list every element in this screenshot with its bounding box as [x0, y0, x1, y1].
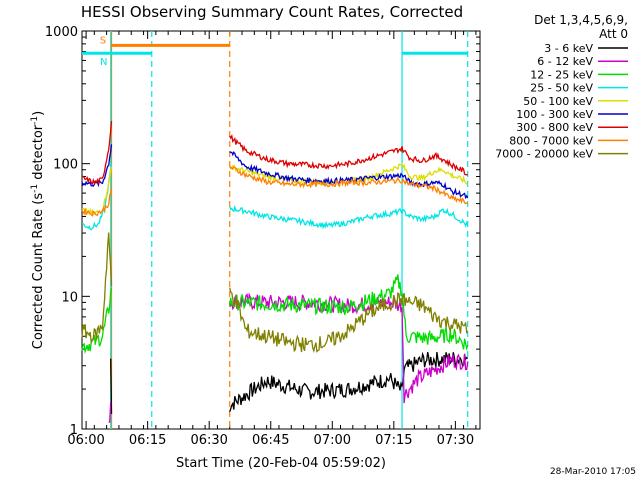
legend-label: 6 - 12 keV: [537, 55, 593, 68]
series-line: [229, 165, 469, 205]
data-series: [81, 120, 469, 424]
y-tick-label: 100: [53, 158, 78, 173]
y-tick-label: 1000: [45, 25, 78, 40]
y-tick-label: 1: [70, 423, 78, 438]
series-line: [81, 166, 113, 216]
series-line: [229, 204, 469, 230]
legend-label: 25 - 50 keV: [530, 82, 593, 95]
series-line: [229, 351, 469, 413]
series-line: [110, 358, 113, 414]
x-tick-label: 06:00: [67, 433, 104, 448]
plot-frame: [81, 30, 481, 430]
x-tick-label: 07:30: [437, 433, 474, 448]
legend-label: 50 - 100 keV: [523, 95, 593, 108]
series-line: [108, 401, 112, 424]
legend-label: 100 - 300 keV: [516, 108, 593, 121]
x-tick-label: 06:15: [129, 433, 166, 448]
legend-label: 12 - 25 keV: [530, 68, 593, 81]
y-tick-label: 10: [61, 290, 78, 305]
series-line: [81, 288, 113, 354]
x-tick-label: 06:45: [252, 433, 289, 448]
y-axis-label: Corrected Count Rate (s-1 detector-1): [30, 111, 46, 349]
series-line: [229, 274, 469, 351]
series-line: [229, 150, 469, 200]
chart-title: HESSI Observing Summary Count Rates, Cor…: [81, 3, 463, 21]
legend-header-line1: Det 1,3,4,5,6,9,: [534, 13, 628, 27]
x-axis-label: Start Time (20-Feb-04 05:59:02): [176, 456, 386, 471]
status-bar-label: N: [100, 57, 107, 68]
attenuator-markers: [110, 31, 469, 429]
series-line: [81, 232, 113, 345]
series-line: [81, 163, 113, 231]
x-tick-label: 07:00: [314, 433, 351, 448]
x-axis: 06:00 06:15 06:30 06:45 07:00 07:15 07:30: [67, 31, 477, 448]
status-bar-label: S: [100, 35, 106, 46]
series-line: [229, 287, 469, 354]
x-tick-label: 06:30: [190, 433, 227, 448]
saa-night-bars: SN: [82, 35, 468, 68]
footer-timestamp: 28-Mar-2010 17:05: [550, 467, 636, 477]
legend-label: 800 - 7000 keV: [509, 134, 593, 147]
series-line: [229, 134, 468, 176]
x-tick-label: 07:15: [375, 433, 412, 448]
legend-label: 300 - 800 keV: [516, 121, 593, 134]
series-line: [229, 292, 469, 404]
legend-label: 7000 - 20000 keV: [495, 148, 593, 161]
legend-label: 3 - 6 keV: [544, 42, 593, 55]
series-line: [81, 188, 113, 217]
series-line: [81, 120, 113, 186]
legend-header-line2: Att 0: [599, 27, 628, 41]
